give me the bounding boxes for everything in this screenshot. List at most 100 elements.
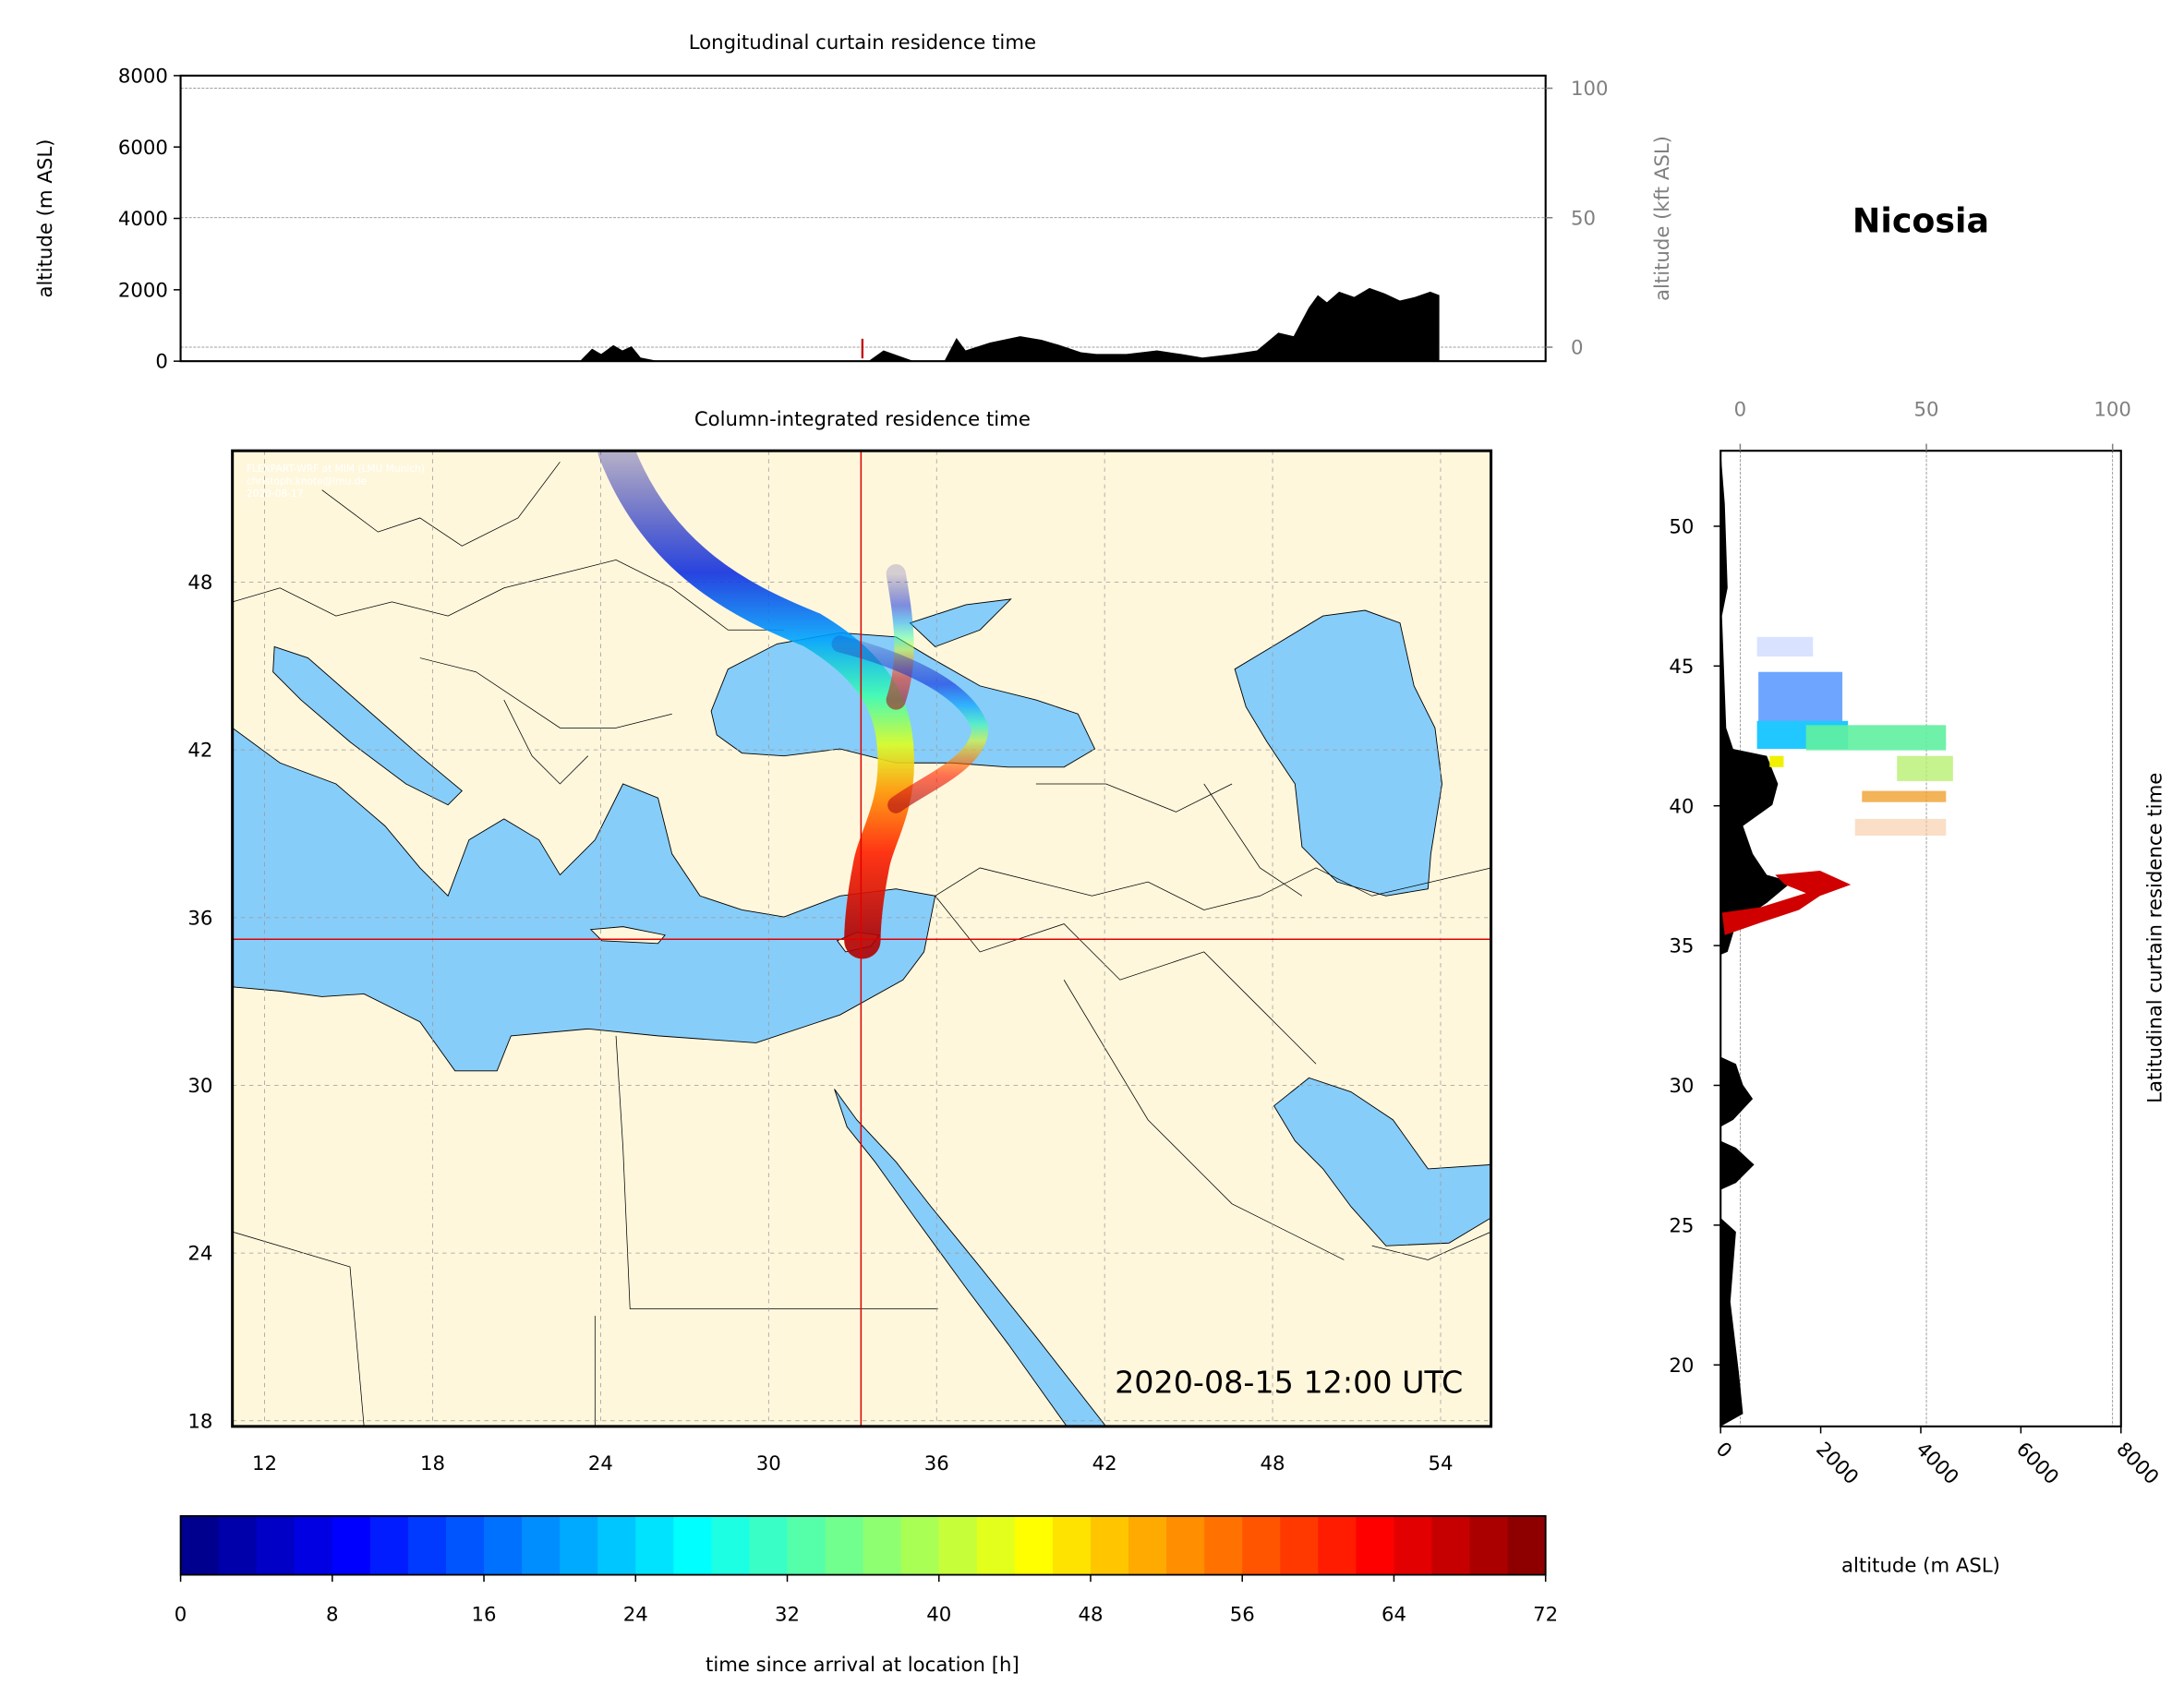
- colorbar-band: [1242, 1515, 1282, 1575]
- ytick-label: 4000: [118, 208, 168, 231]
- xtick-label: 24: [588, 1452, 613, 1475]
- ytick-label: 42: [187, 740, 212, 763]
- colorbar-ticks: 0 8 16 24 32 40 48 56 64 72: [175, 1574, 1558, 1627]
- xtick-label: 18: [420, 1452, 445, 1475]
- colorbar-band: [863, 1515, 902, 1575]
- colorbar-band: [180, 1515, 220, 1575]
- longitudinal-right-yticks: 0 50 100: [1545, 78, 1609, 360]
- xtick-label: 4000: [1912, 1438, 1963, 1489]
- xtick-label: 12: [252, 1452, 277, 1475]
- country-borders: [232, 462, 1491, 1427]
- adriatic-sea: [272, 645, 463, 806]
- streak-blue: [1758, 671, 1843, 729]
- svg-text:FLEXPART-WRF at MIM (LMU Munic: FLEXPART-WRF at MIM (LMU Munich): [247, 463, 425, 475]
- ytick-label: 36: [187, 907, 212, 930]
- colorbar-band: [294, 1515, 333, 1575]
- ytick-label: 45: [1669, 656, 1694, 679]
- latitudinal-top-xticks: 0 50 100: [1734, 398, 2131, 452]
- xtick-label: 6000: [2011, 1438, 2063, 1489]
- colorbar-band: [522, 1515, 561, 1575]
- colorbar-band: [369, 1515, 409, 1575]
- map-title: Column-integrated residence time: [694, 408, 1031, 431]
- xtick-label: 30: [756, 1452, 781, 1475]
- ytick-label: 20: [1669, 1355, 1694, 1378]
- ytick-label: 0: [155, 351, 168, 374]
- svg-text:christoph.knote@lmu.de: christoph.knote@lmu.de: [247, 476, 367, 488]
- colorbar-band: [407, 1515, 447, 1575]
- colorbar-frame: [179, 1514, 1547, 1576]
- colorbar-band: [1014, 1515, 1054, 1575]
- colorbar-tick-label: 56: [1230, 1604, 1255, 1627]
- streak-lightgreen: [1897, 755, 1953, 781]
- plume-east-band: [831, 635, 989, 813]
- map-panel: Column-integrated residence time: [187, 408, 1493, 1475]
- colorbar-band: [1469, 1515, 1509, 1575]
- latitudinal-gridlines: [1740, 451, 2114, 1427]
- ytick-label: 50: [1571, 207, 1596, 230]
- colorbar-tick-label: 40: [926, 1604, 951, 1627]
- colorbar-band: [1394, 1515, 1433, 1575]
- colorbar-tick-label: 16: [472, 1604, 497, 1627]
- plume-main-band: [597, 451, 914, 959]
- ytick-label: 30: [1669, 1075, 1694, 1098]
- xtick-label: 2000: [1811, 1438, 1863, 1489]
- longitudinal-terrain-area: [579, 287, 1440, 362]
- streak-red: [1721, 870, 1852, 935]
- streak-yellow: [1769, 755, 1784, 767]
- timestamp: 2020-08-15 12:00 UTC: [1115, 1364, 1463, 1400]
- colorbar-tick-label: 64: [1382, 1604, 1406, 1627]
- ytick-label: 2000: [118, 279, 168, 302]
- colorbar-band: [1431, 1515, 1471, 1575]
- xtick-label: 0: [1734, 398, 1747, 421]
- colorbar-band: [938, 1515, 978, 1575]
- colorbar-band: [560, 1515, 598, 1575]
- longitudinal-yticks: 0 2000 4000 6000 8000: [118, 65, 181, 374]
- colorbar-band: [218, 1515, 258, 1575]
- colorbar-tick-label: 8: [326, 1604, 339, 1627]
- ytick-label: 50: [1669, 516, 1694, 539]
- colorbar-band: [1166, 1515, 1205, 1575]
- ytick-label: 24: [187, 1243, 212, 1266]
- ytick-label: 18: [187, 1410, 212, 1433]
- ytick-label: 40: [1669, 795, 1694, 818]
- latitudinal-xlabel: altitude (m ASL): [1841, 1555, 2000, 1578]
- watermark: FLEXPART-WRF at MIM (LMU Munich) christo…: [247, 463, 425, 500]
- latitudinal-yticks: 20 25 30 35 40 45 50: [1669, 516, 1721, 1378]
- colorbar-bands: [180, 1515, 1547, 1575]
- xtick-label: 100: [2094, 398, 2131, 421]
- longitudinal-panel: Longitudinal curtain residence time 0 200…: [34, 31, 1674, 374]
- streak-green: [1805, 725, 1947, 751]
- streak-orange: [1862, 790, 1947, 802]
- ytick-label: 6000: [118, 137, 168, 160]
- mediterranean-sea: [232, 727, 936, 1072]
- colorbar-band: [1090, 1515, 1129, 1575]
- colorbar-band: [1280, 1515, 1320, 1575]
- colorbar: 0 8 16 24 32 40 48 56 64 72 time since arrival at…: [175, 1514, 1558, 1677]
- xtick-label: 42: [1092, 1452, 1117, 1475]
- streak-blue-upper: [1756, 636, 1814, 657]
- sea-of-azov: [909, 598, 1012, 647]
- colorbar-band: [332, 1515, 371, 1575]
- plume-secondary-band: [886, 563, 914, 710]
- longitudinal-title: Longitudinal curtain residence time: [689, 31, 1036, 54]
- xtick-label: 36: [924, 1452, 949, 1475]
- svg-text:2020-08-17: 2020-08-17: [247, 488, 304, 500]
- latitudinal-xticks: 0 2000 4000 6000 8000: [1711, 1426, 2163, 1489]
- persian-gulf: [1273, 1077, 1491, 1246]
- ytick-label: 100: [1571, 78, 1609, 101]
- caspian-sea: [1234, 609, 1442, 897]
- xtick-label: 48: [1261, 1452, 1285, 1475]
- ytick-label: 30: [187, 1075, 212, 1098]
- colorbar-band: [900, 1515, 940, 1575]
- seas: [232, 598, 1491, 1427]
- colorbar-tick-label: 0: [175, 1604, 187, 1627]
- colorbar-band: [825, 1515, 864, 1575]
- longitudinal-ylabel: altitude (m ASL): [34, 139, 57, 298]
- ytick-label: 35: [1669, 935, 1694, 958]
- xtick-label: 8000: [2111, 1438, 2163, 1489]
- red-sea: [834, 1089, 1107, 1427]
- ytick-label: 48: [187, 572, 212, 595]
- residence-time-plume: [597, 451, 989, 959]
